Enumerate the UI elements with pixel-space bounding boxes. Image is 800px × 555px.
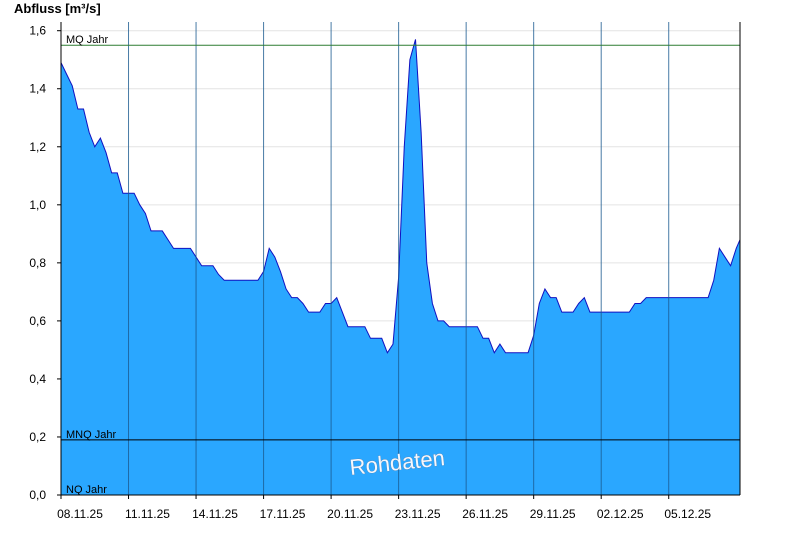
- x-tick-label: 05.12.25: [664, 507, 711, 521]
- y-tick-label: 1,6: [29, 24, 46, 38]
- x-tick-label: 11.11.25: [125, 507, 170, 521]
- reference-label: MNQ Jahr: [66, 429, 116, 441]
- x-tick-label: 20.11.25: [327, 507, 373, 521]
- y-tick-label: 0,6: [29, 314, 46, 328]
- x-tick-label: 26.11.25: [462, 507, 508, 521]
- y-axis-label: Abfluss [m³/s]: [14, 1, 101, 16]
- y-tick-label: 1,0: [29, 198, 46, 212]
- x-tick-label: 14.11.25: [192, 507, 238, 521]
- y-tick-label: 1,2: [29, 140, 46, 154]
- y-tick-label: 0,8: [29, 256, 46, 270]
- reference-label: NQ Jahr: [66, 484, 107, 496]
- x-tick-label: 17.11.25: [260, 507, 306, 521]
- area: [61, 39, 740, 495]
- x-tick-label: 08.11.25: [57, 507, 103, 521]
- x-tick-label: 02.12.25: [597, 507, 644, 521]
- x-tick-label: 29.11.25: [530, 507, 576, 521]
- y-tick-label: 1,4: [29, 82, 46, 96]
- x-tick-label: 23.11.25: [395, 507, 441, 521]
- y-tick-label: 0,2: [29, 430, 46, 444]
- reference-label: MQ Jahr: [66, 34, 109, 46]
- y-tick-label: 0,0: [29, 488, 46, 502]
- area-line: [60, 39, 741, 354]
- y-tick-label: 0,4: [29, 372, 46, 386]
